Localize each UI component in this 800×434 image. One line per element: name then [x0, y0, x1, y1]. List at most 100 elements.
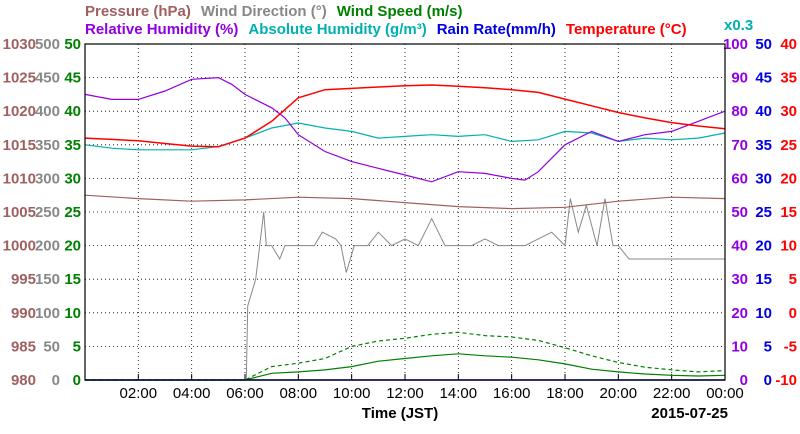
legend-rh: Relative Humidity (%) [85, 21, 238, 38]
y-tick-temp: 25 [780, 137, 797, 154]
y-tick-wind_speed: 35 [64, 137, 81, 154]
x-tick-label: 22:00 [653, 385, 691, 402]
y-tick-rain: 45 [755, 70, 772, 87]
y-tick-wind_speed: 40 [64, 103, 81, 120]
y-tick-pressure: 1030 [3, 36, 36, 53]
y-tick-temp: -5 [784, 338, 797, 355]
x-axis-ticks: 02:00 04:00 06:00 08:00 10:00 12:00 14:00 16:00… [120, 374, 744, 402]
y-tick-wind_speed: 25 [64, 204, 81, 221]
y-tick-wind_dir: 250 [35, 204, 60, 221]
y-tick-temp: 35 [780, 70, 797, 87]
legend-row-2: Relative Humidity (%) Absolute Humidity (… [85, 21, 687, 38]
y-tick-rh: 100 [723, 36, 748, 53]
y-tick-pressure: 1015 [3, 137, 36, 154]
y-tick-wind_speed: 30 [64, 170, 81, 187]
y-tick-wind_speed: 20 [64, 238, 81, 255]
x-axis-label: Time (JST) [362, 405, 438, 422]
y-tick-pressure: 990 [11, 305, 36, 322]
ah-scale-note: x0.3 [724, 17, 753, 34]
y-tick-wind_speed: 45 [64, 70, 81, 87]
legend-row-1: Pressure (hPa) Wind Direction (°) Wind Spe… [85, 3, 462, 20]
y-tick-rh: 80 [731, 103, 748, 120]
x-tick-label: 02:00 [120, 385, 158, 402]
series-wind-direction [85, 198, 725, 381]
y-tick-wind_dir: 150 [35, 271, 60, 288]
series-temperature [84, 84, 726, 148]
y-tick-wind_dir: 450 [35, 70, 60, 87]
y-tick-rh: 0 [740, 372, 748, 389]
y-tick-rain: 25 [755, 204, 772, 221]
y-tick-wind_dir: 100 [35, 305, 60, 322]
y-tick-rh: 60 [731, 170, 748, 187]
y-tick-wind_dir: 50 [43, 338, 60, 355]
y-tick-pressure: 1010 [3, 170, 36, 187]
legend-ah: Absolute Humidity (g/m³) [248, 21, 426, 38]
y-tick-temp: 10 [780, 238, 797, 255]
y-tick-temp: 20 [780, 170, 797, 187]
y-tick-wind_speed: 5 [73, 338, 81, 355]
y-tick-temp: 5 [789, 271, 797, 288]
y-tick-pressure: 1000 [3, 238, 36, 255]
legend-wind_dir: Wind Direction (°) [201, 3, 327, 20]
y-tick-temp: 0 [789, 305, 797, 322]
y-tick-rain: 50 [755, 36, 772, 53]
series-relative-humidity [84, 76, 726, 183]
y-tick-rain: 20 [755, 238, 772, 255]
date-label: 2015-07-25 [651, 405, 728, 422]
y-tick-rain: 5 [764, 338, 772, 355]
y-tick-wind_dir: 400 [35, 103, 60, 120]
legend-rain: Rain Rate(mm/h) [437, 21, 556, 38]
x-tick-label: 16:00 [493, 385, 531, 402]
y-tick-wind_speed: 50 [64, 36, 81, 53]
right-axes: 0102030405060708090100051015202530354045… [723, 36, 797, 389]
y-tick-temp: -10 [775, 372, 797, 389]
x-tick-label: 08:00 [280, 385, 318, 402]
y-tick-pressure: 1020 [3, 103, 36, 120]
y-tick-rh: 90 [731, 70, 748, 87]
x-tick-label: 10:00 [333, 385, 371, 402]
y-tick-wind_dir: 500 [35, 36, 60, 53]
left-axes: 9809859909951000100510101015102010251030… [3, 36, 81, 389]
y-tick-rain: 30 [755, 170, 772, 187]
y-tick-wind_dir: 0 [52, 372, 60, 389]
series-pressure [84, 194, 726, 210]
x-tick-label: 00:00 [706, 385, 744, 402]
y-tick-rh: 20 [731, 305, 748, 322]
y-tick-wind_dir: 350 [35, 137, 60, 154]
y-tick-temp: 30 [780, 103, 797, 120]
y-tick-pressure: 995 [11, 271, 36, 288]
y-tick-wind_speed: 0 [73, 372, 81, 389]
y-tick-wind_speed: 15 [64, 271, 81, 288]
y-tick-temp: 15 [780, 204, 797, 221]
y-tick-wind_dir: 300 [35, 170, 60, 187]
y-tick-rain: 40 [755, 103, 772, 120]
x-tick-label: 20:00 [600, 385, 638, 402]
series-wind-speed [85, 353, 726, 381]
y-tick-pressure: 980 [11, 372, 36, 389]
x-tick-label: 04:00 [173, 385, 211, 402]
y-tick-rain: 15 [755, 271, 772, 288]
plot-frame [84, 43, 726, 381]
y-tick-rh: 30 [731, 271, 748, 288]
y-tick-wind_dir: 200 [35, 238, 60, 255]
y-tick-wind_speed: 10 [64, 305, 81, 322]
y-tick-rain: 35 [755, 137, 772, 154]
y-tick-rain: 0 [764, 372, 772, 389]
legend-wind_speed: Wind Speed (m/s) [337, 3, 463, 20]
y-tick-rh: 70 [731, 137, 748, 154]
y-tick-pressure: 1005 [3, 204, 36, 221]
grid [85, 44, 725, 380]
legend-temp: Temperature (°C) [566, 21, 687, 38]
y-tick-rh: 10 [731, 338, 748, 355]
y-tick-temp: 40 [780, 36, 797, 53]
series-wind-gust [85, 331, 726, 381]
x-tick-label: 06:00 [226, 385, 264, 402]
y-tick-rh: 40 [731, 238, 748, 255]
y-tick-pressure: 1025 [3, 70, 36, 87]
y-tick-pressure: 985 [11, 338, 36, 355]
legend-pressure: Pressure (hPa) [85, 3, 191, 20]
x-tick-label: 14:00 [440, 385, 478, 402]
series-group [84, 76, 726, 381]
y-tick-rain: 10 [755, 305, 772, 322]
